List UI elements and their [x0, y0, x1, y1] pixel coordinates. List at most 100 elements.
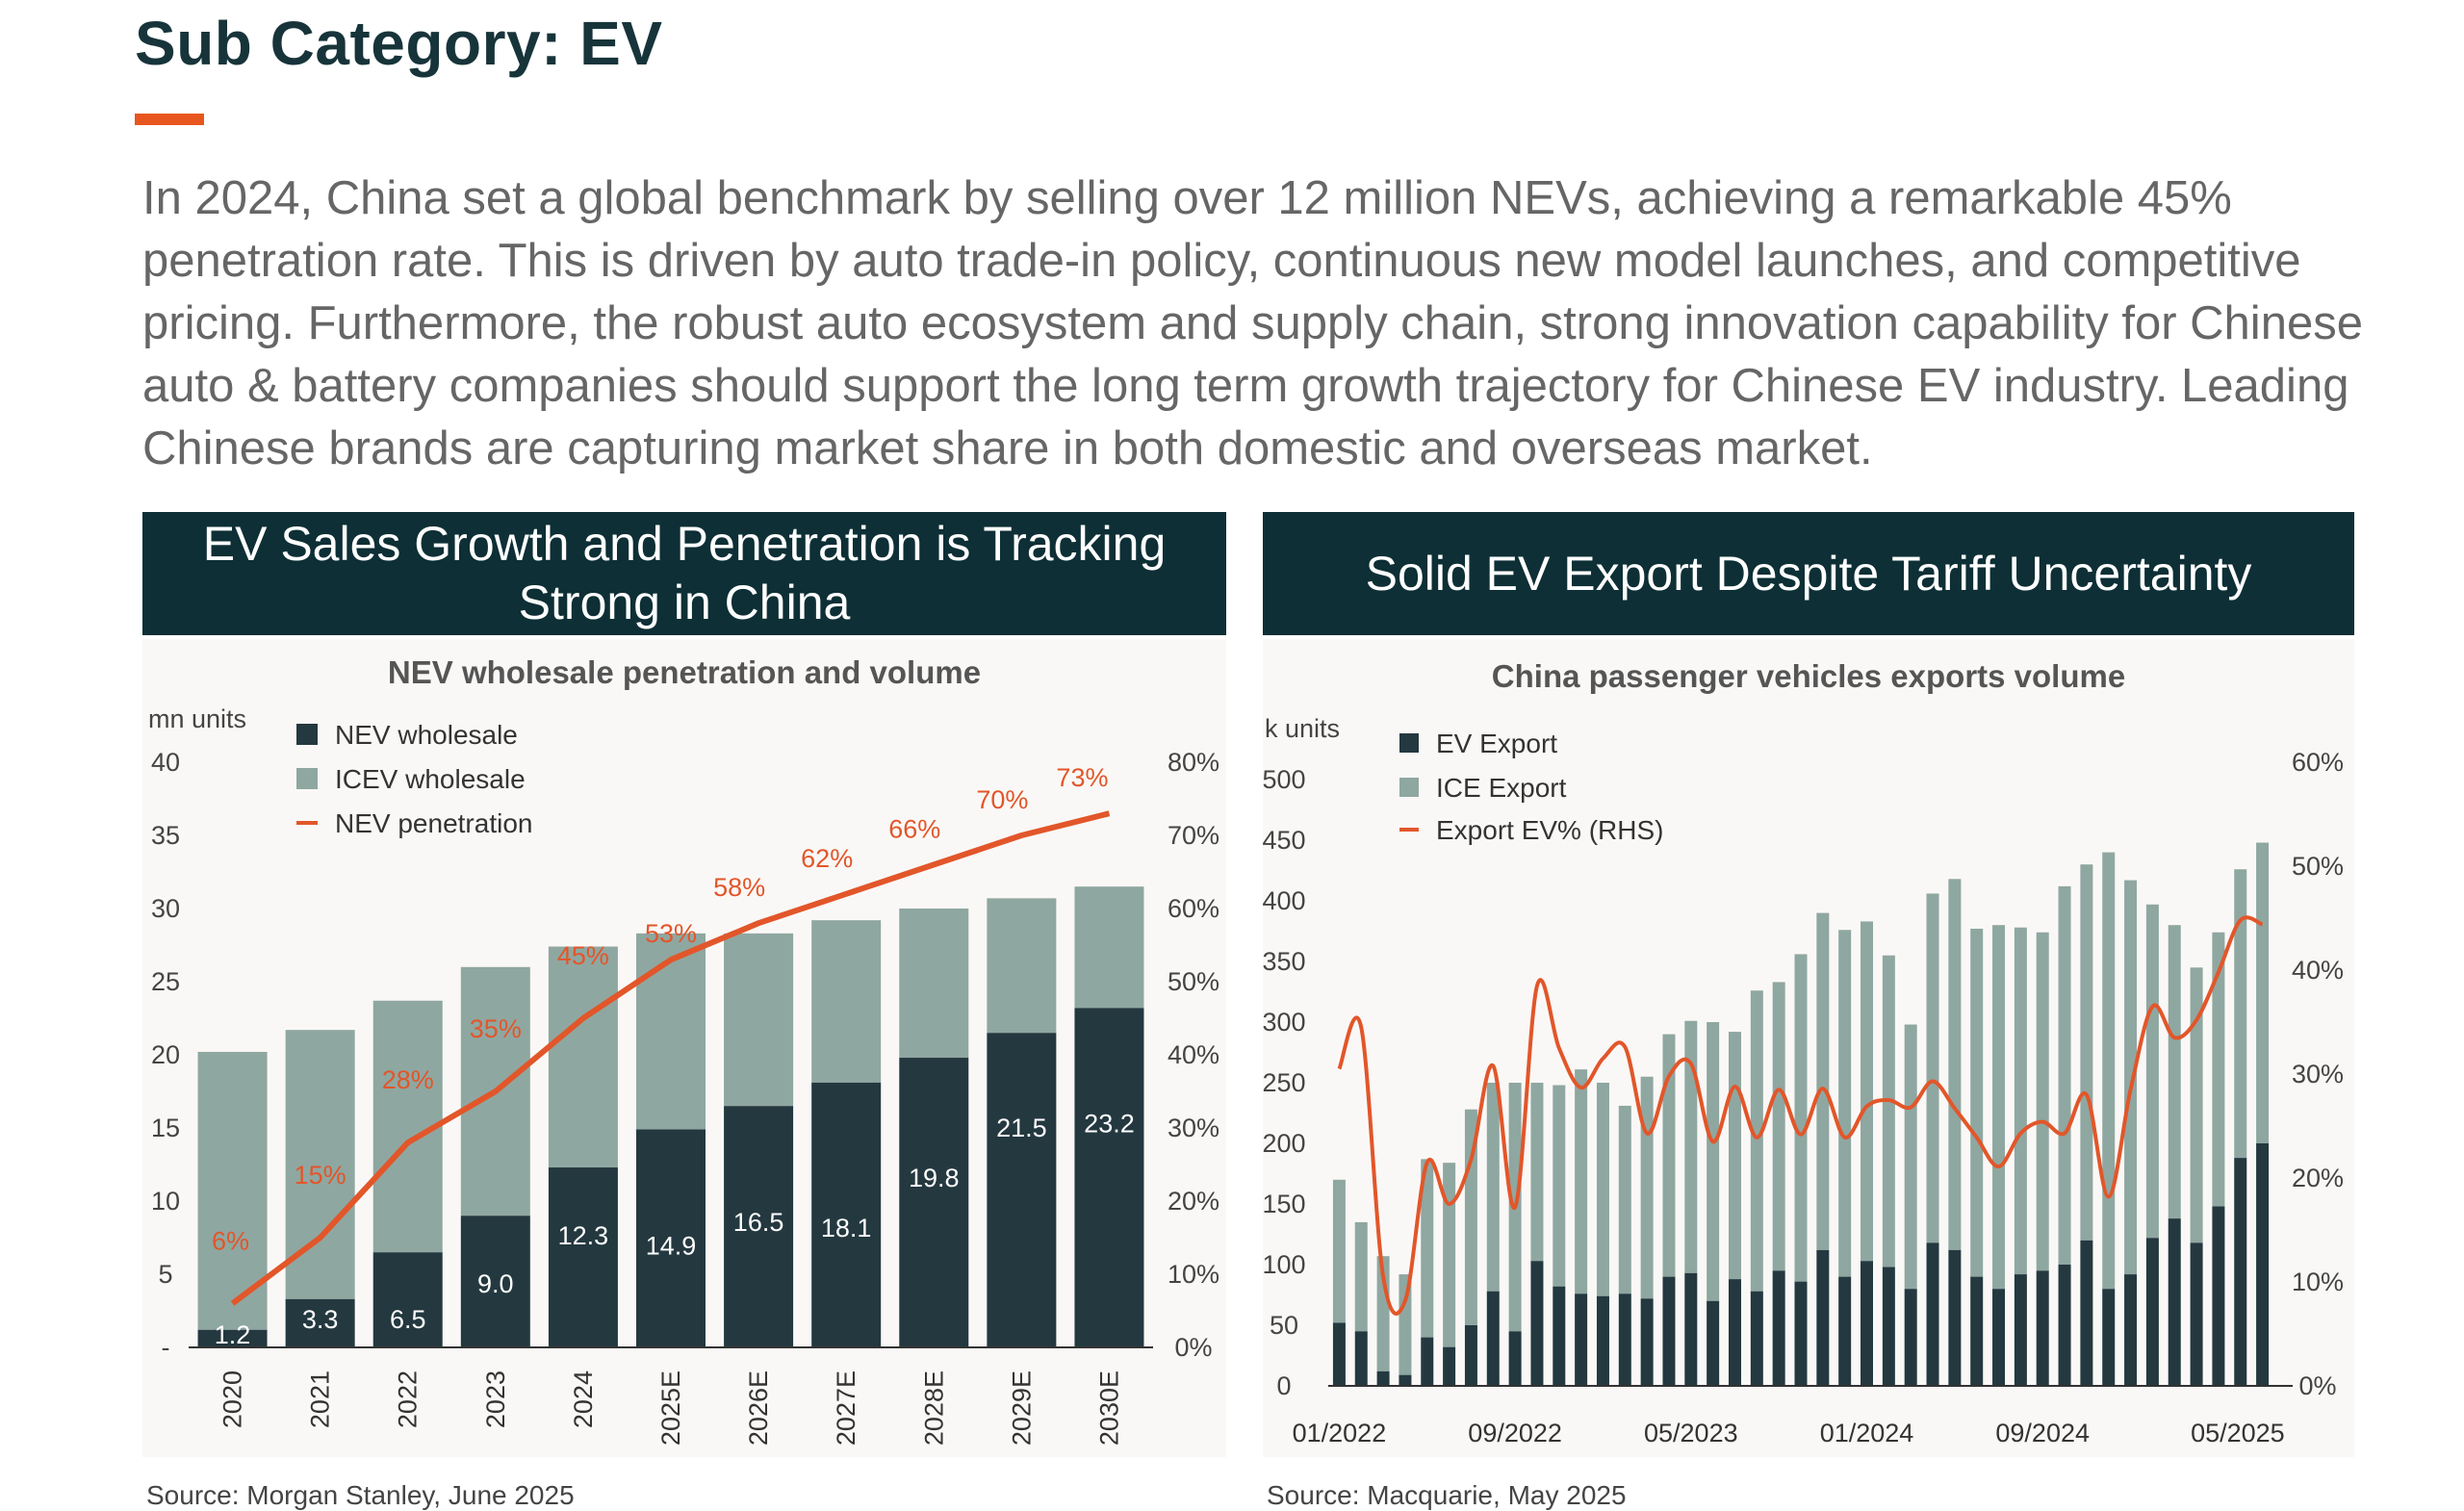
ev-export-bar	[1794, 1281, 1808, 1386]
y2-tick-label: 0%	[1174, 1333, 1212, 1362]
x-tick-label: 01/2024	[1820, 1419, 1914, 1447]
ice-export-bar	[1640, 1076, 1654, 1299]
ev-export-bar	[2036, 1270, 2049, 1386]
x-tick-label: 09/2024	[1995, 1419, 2090, 1447]
export-ev-share-line	[1337, 915, 2264, 1316]
ev-export-bar	[1332, 1322, 1346, 1386]
legend-label-export-ev-share: Export EV% (RHS)	[1436, 815, 1664, 845]
nev-bar-value-label: 21.5	[996, 1114, 1047, 1142]
ice-export-bar	[1553, 1085, 1566, 1287]
y-tick-label: 25	[151, 967, 180, 996]
y-tick-label: -	[162, 1333, 170, 1362]
ice-export-bar	[2036, 932, 2049, 1271]
y2-tick-label: 70%	[1168, 821, 1219, 850]
left-panel-header: EV Sales Growth and Penetration is Track…	[142, 512, 1226, 635]
y2-tick-label: 30%	[2292, 1060, 2344, 1088]
y2-tick-label: 20%	[2292, 1164, 2344, 1192]
ice-export-bar	[1861, 921, 1874, 1262]
ice-export-bar	[1772, 982, 1785, 1271]
legend-swatch-ev-export	[1399, 733, 1419, 753]
ice-export-bar	[1926, 893, 1939, 1243]
ice-export-bar	[2014, 927, 2027, 1275]
x-tick-label: 2027E	[832, 1370, 860, 1446]
intro-paragraph: In 2024, China set a global benchmark by…	[142, 172, 2363, 474]
legend-label-penetration: NEV penetration	[335, 808, 532, 838]
legend-label-icev: ICEV wholesale	[335, 764, 526, 794]
ev-export-bar	[1662, 1276, 1676, 1386]
ev-export-bar	[1530, 1261, 1544, 1386]
nev-bar-value-label: 19.8	[909, 1164, 960, 1192]
icev-bar	[636, 933, 706, 1130]
ice-export-bar	[1421, 1159, 1434, 1338]
icev-bar	[899, 909, 969, 1059]
penetration-data-label: 6%	[212, 1226, 249, 1255]
icev-bar	[987, 898, 1057, 1034]
ev-export-bar	[1772, 1270, 1785, 1386]
nev-bar	[1074, 1008, 1144, 1347]
nev-bar	[636, 1129, 706, 1347]
ev-export-bar	[2102, 1289, 2116, 1386]
nev-bar-value-label: 23.2	[1084, 1109, 1135, 1138]
ice-export-bar	[1662, 1034, 1676, 1277]
nev-bar-value-label: 1.2	[215, 1320, 251, 1349]
ice-export-bar	[1684, 1020, 1698, 1273]
ev-export-bar	[1399, 1374, 1412, 1386]
y-axis-unit-label: k units	[1265, 714, 1340, 743]
y-tick-label: 15	[151, 1114, 180, 1142]
x-tick-label: 2026E	[744, 1370, 773, 1446]
nev-bar-value-label: 12.3	[558, 1221, 609, 1250]
ice-export-bar	[2102, 852, 2116, 1290]
legend-label-nev: NEV wholesale	[335, 720, 518, 750]
ev-export-bar	[1684, 1272, 1698, 1386]
ev-export-bar	[1904, 1289, 1917, 1386]
y2-tick-label: 10%	[1168, 1260, 1219, 1289]
x-tick-label: 09/2022	[1468, 1419, 1562, 1447]
ice-export-bar	[2168, 925, 2181, 1219]
ice-export-bar	[1575, 1069, 1588, 1294]
title-accent-rule	[135, 114, 204, 125]
y-tick-label: 20	[151, 1040, 180, 1069]
x-tick-label: 2023	[481, 1370, 510, 1428]
ev-export-bar	[2124, 1274, 2138, 1386]
x-tick-label: 01/2022	[1293, 1419, 1387, 1447]
y2-tick-label: 60%	[2292, 748, 2344, 777]
ice-export-bar	[2190, 967, 2203, 1243]
nev-bar	[899, 1058, 969, 1347]
chart-title: NEV wholesale penetration and volume	[388, 654, 981, 690]
ice-export-bar	[1948, 879, 1962, 1250]
penetration-data-label: 62%	[801, 844, 853, 873]
ev-export-bar	[2256, 1143, 2270, 1386]
ice-export-bar	[2212, 932, 2225, 1207]
nev-bar-value-label: 16.5	[733, 1208, 784, 1237]
ev-export-bar	[1553, 1286, 1566, 1386]
ice-export-bar	[2080, 864, 2093, 1241]
ev-export-bar	[2058, 1265, 2071, 1386]
nev-bar-value-label: 3.3	[302, 1305, 339, 1334]
ice-export-bar	[1992, 925, 2006, 1290]
nev-bar	[372, 1252, 443, 1347]
ev-export-bar	[1926, 1242, 1939, 1386]
ev-export-bar	[1970, 1276, 1984, 1386]
y2-tick-label: 60%	[1168, 894, 1219, 923]
ev-export-bar	[1861, 1261, 1874, 1386]
nev-bar	[460, 1216, 530, 1347]
y2-tick-label: 50%	[1168, 967, 1219, 996]
x-tick-label: 2025E	[656, 1370, 685, 1446]
right-panel-header-text: Solid EV Export Despite Tariff Uncertain…	[1365, 546, 2252, 601]
chart-title: China passenger vehicles exports volume	[1492, 658, 2125, 694]
ice-export-bar	[2145, 904, 2159, 1239]
export-chart: China passenger vehicles exports volume k…	[1263, 658, 2344, 1447]
ev-export-bar	[1816, 1249, 1830, 1386]
legend-label-ev-export: EV Export	[1436, 729, 1557, 758]
ev-export-bar	[1376, 1370, 1390, 1386]
ev-export-bar	[2168, 1218, 2181, 1386]
y-tick-label: 10	[151, 1187, 180, 1216]
nev-bar-value-label: 9.0	[477, 1269, 514, 1298]
icev-bar	[724, 933, 794, 1107]
ev-export-bar	[2080, 1240, 2093, 1386]
ice-export-bar	[1596, 1083, 1609, 1296]
ice-export-bar	[1443, 1163, 1456, 1347]
y-tick-label: 450	[1263, 826, 1306, 855]
x-tick-label: 05/2025	[2191, 1419, 2285, 1447]
legend-label-ice-export: ICE Export	[1436, 773, 1567, 803]
